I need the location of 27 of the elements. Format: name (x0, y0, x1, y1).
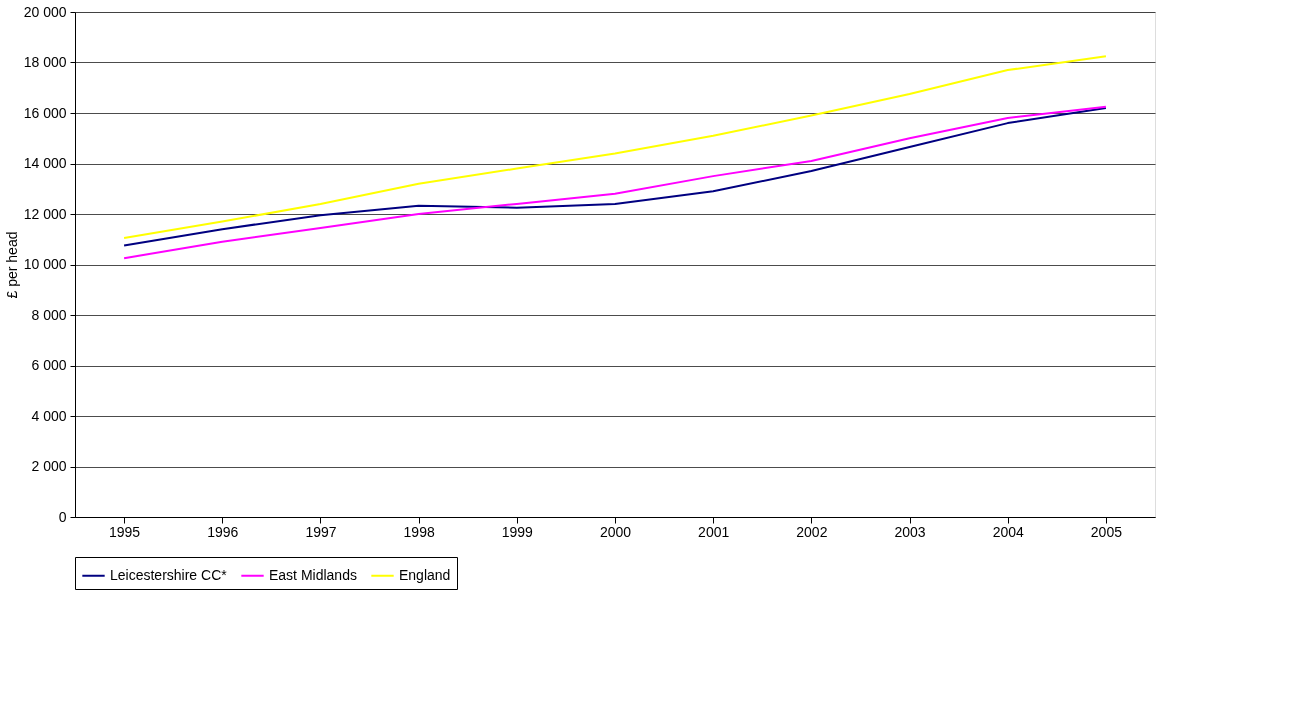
y-axis-title: £ per head (3, 231, 20, 299)
y-tick-label: 8 000 (31, 306, 67, 323)
y-tick-label: 6 000 (31, 357, 67, 373)
legend-label: England (399, 566, 451, 583)
x-tick-label: 1998 (403, 523, 435, 540)
y-tick-label: 10 000 (23, 256, 67, 272)
x-tick-label: 1997 (305, 523, 337, 540)
y-tick-label: 2 000 (31, 458, 67, 474)
y-tick-label: 18 000 (23, 54, 67, 70)
x-tick-label: 1996 (207, 523, 239, 540)
x-tick-label: 2004 (992, 523, 1025, 540)
line-series (123, 55, 1107, 239)
x-tick-label: 2002 (796, 523, 828, 540)
x-tick-label: 2000 (599, 523, 632, 540)
x-tick-label: 2005 (1090, 523, 1123, 540)
y-tick-label: 16 000 (23, 104, 67, 121)
y-tick-label: 4 000 (31, 407, 67, 424)
x-tick-label: 1999 (501, 523, 534, 540)
x-tick-label: 2001 (698, 523, 730, 540)
y-tick-label: 20 000 (23, 3, 67, 20)
legend-label: Leicestershire CC* (110, 566, 228, 583)
x-tick-label: 1995 (109, 523, 141, 540)
legend-label: East Midlands (269, 566, 357, 583)
y-tick-label: 12 000 (23, 205, 67, 222)
y-tick-label: 0 (58, 508, 67, 525)
x-tick-label: 2003 (894, 523, 926, 540)
y-tick-label: 14 000 (23, 155, 67, 171)
